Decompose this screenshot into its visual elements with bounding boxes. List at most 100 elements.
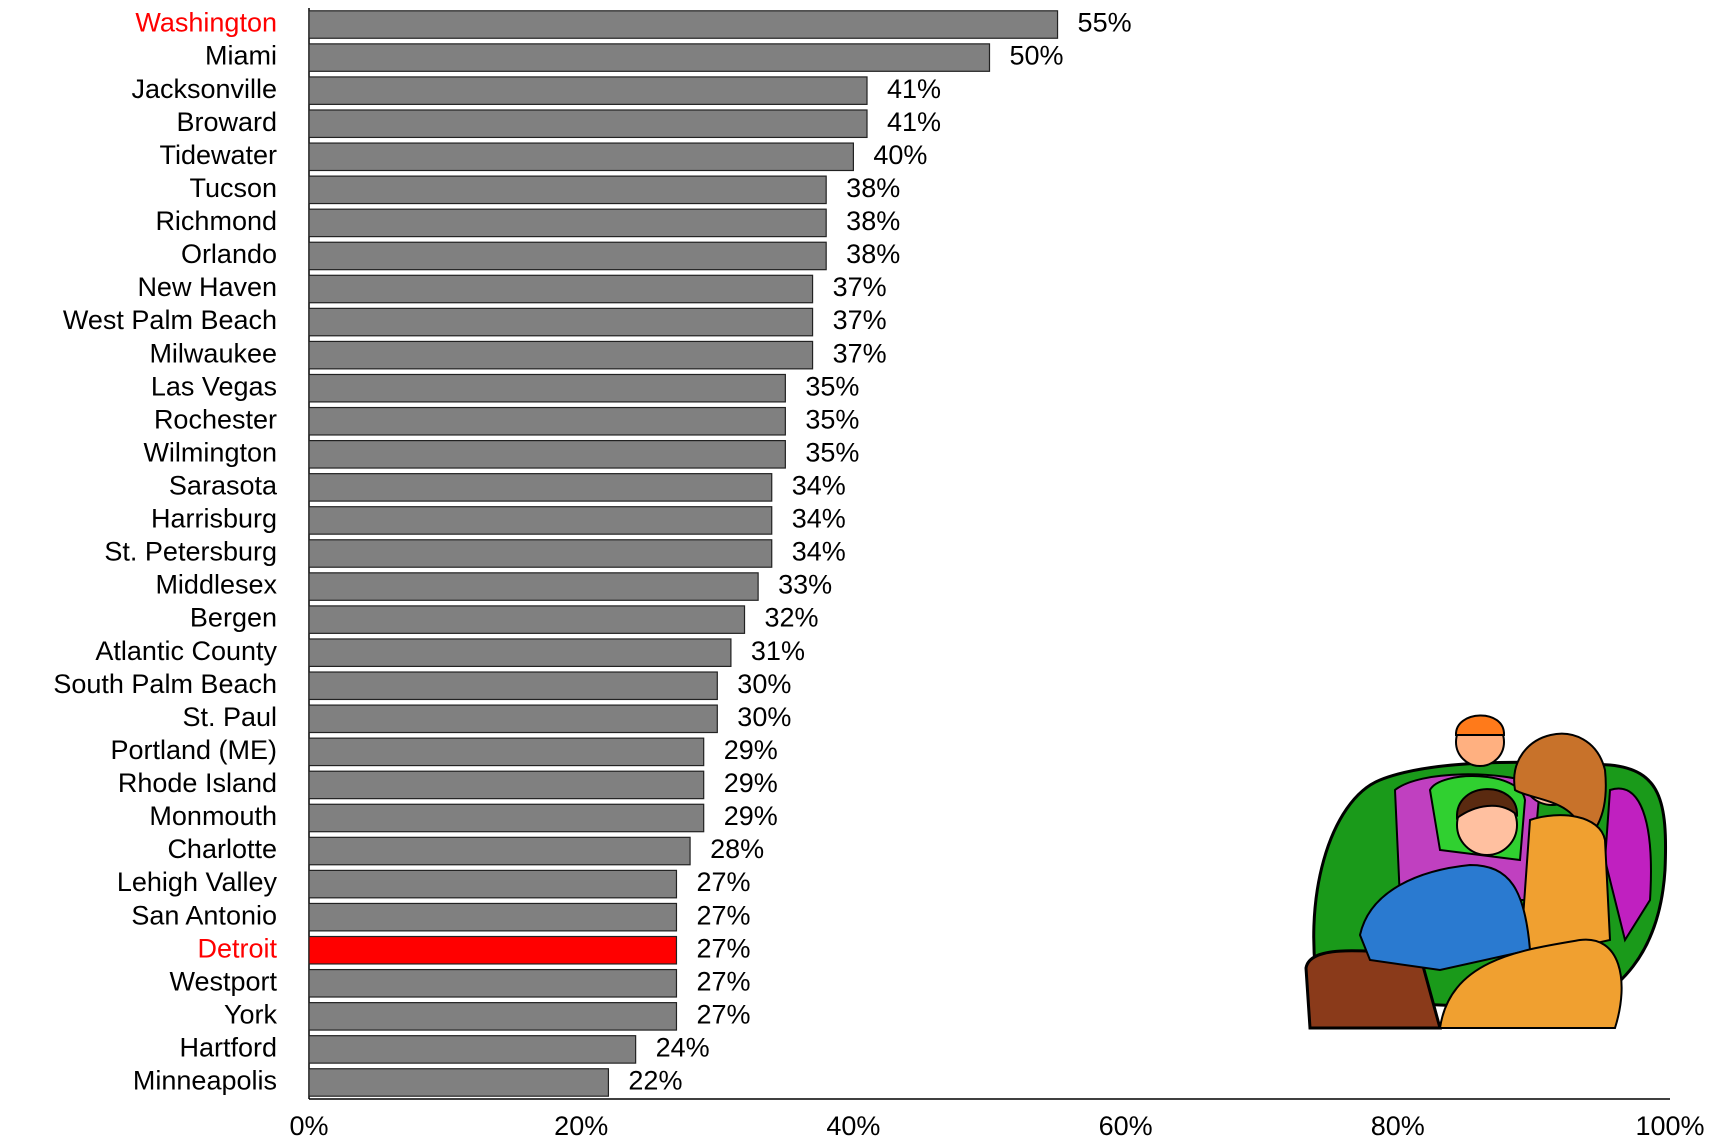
value-label: 38% <box>846 239 900 269</box>
value-label: 28% <box>710 834 764 864</box>
x-tick-label: 0% <box>289 1111 328 1141</box>
bar <box>308 1035 637 1064</box>
category-label: Hartford <box>179 1033 277 1063</box>
bar <box>308 109 868 139</box>
value-label: 41% <box>887 107 941 137</box>
category-label: Portland (ME) <box>110 735 277 765</box>
value-label: 27% <box>696 966 750 996</box>
value-label: 40% <box>873 140 927 170</box>
bar <box>308 737 705 767</box>
value-label: 29% <box>724 801 778 831</box>
category-label: York <box>224 999 278 1029</box>
category-label: San Antonio <box>131 900 277 930</box>
category-label: Bergen <box>190 603 277 633</box>
bar <box>308 175 827 205</box>
value-label: 35% <box>805 437 859 467</box>
category-label: Sarasota <box>169 471 278 501</box>
bar <box>308 572 759 601</box>
x-tick-label: 80% <box>1371 1111 1425 1141</box>
bar <box>308 241 827 271</box>
bar <box>308 869 678 899</box>
value-label: 27% <box>696 933 750 963</box>
value-label: 34% <box>792 504 846 534</box>
bar <box>308 142 855 172</box>
bar <box>308 473 773 502</box>
bar <box>308 638 732 668</box>
category-label: Tucson <box>189 173 277 203</box>
category-label: Detroit <box>197 933 277 963</box>
category-label: Minneapolis <box>133 1066 277 1096</box>
category-label: West Palm Beach <box>63 305 277 335</box>
value-label: 30% <box>737 702 791 732</box>
category-label: Richmond <box>155 206 277 236</box>
category-label: Rhode Island <box>118 768 277 798</box>
bar <box>308 1002 678 1031</box>
bar <box>308 10 1059 39</box>
value-label: 27% <box>696 900 750 930</box>
value-label: 27% <box>696 867 750 897</box>
bar <box>308 770 705 800</box>
bar <box>308 208 827 238</box>
value-label: 32% <box>765 603 819 633</box>
bar <box>308 836 691 866</box>
category-label: Atlantic County <box>95 636 277 666</box>
category-label: Middlesex <box>155 570 277 600</box>
value-label: 35% <box>805 404 859 434</box>
category-label: Westport <box>169 966 277 996</box>
value-label: 37% <box>833 338 887 368</box>
category-label: Tidewater <box>159 140 277 170</box>
value-label: 31% <box>751 636 805 666</box>
category-label: Jacksonville <box>131 74 277 104</box>
category-label: Charlotte <box>167 834 277 864</box>
value-label: 29% <box>724 768 778 798</box>
value-label: 33% <box>778 570 832 600</box>
bar <box>308 373 786 403</box>
x-tick-label: 100% <box>1635 1111 1704 1141</box>
category-label: South Palm Beach <box>53 669 277 699</box>
category-label: St. Petersburg <box>104 537 277 567</box>
category-label: Rochester <box>154 404 277 434</box>
bar <box>308 76 868 105</box>
x-tick-label: 20% <box>554 1111 608 1141</box>
value-label: 37% <box>833 305 887 335</box>
value-label: 50% <box>1010 41 1064 71</box>
category-label: Harrisburg <box>151 504 277 534</box>
bar <box>308 1068 610 1097</box>
bar <box>308 539 773 568</box>
category-label: Washington <box>135 8 277 38</box>
category-label: Orlando <box>181 239 277 269</box>
x-tick-label: 40% <box>826 1111 880 1141</box>
bar <box>308 935 678 965</box>
value-label: 37% <box>833 272 887 302</box>
value-label: 34% <box>792 537 846 567</box>
bar <box>308 704 718 734</box>
category-label: Broward <box>176 107 277 137</box>
bar <box>308 439 786 469</box>
value-label: 41% <box>887 74 941 104</box>
category-label: Lehigh Valley <box>117 867 278 897</box>
bar <box>308 968 678 998</box>
value-label: 35% <box>805 371 859 401</box>
bar <box>308 506 773 535</box>
value-label: 38% <box>846 173 900 203</box>
bar <box>308 406 786 436</box>
bar <box>308 605 746 634</box>
bar <box>308 307 814 337</box>
value-label: 55% <box>1078 8 1132 38</box>
x-tick-label: 60% <box>1099 1111 1153 1141</box>
value-label: 38% <box>846 206 900 236</box>
category-label: Miami <box>205 41 277 71</box>
bar <box>308 274 814 304</box>
clipart <box>1304 714 1667 1030</box>
bar <box>308 902 678 932</box>
bar <box>308 671 718 701</box>
bar <box>308 340 814 370</box>
value-label: 34% <box>792 471 846 501</box>
category-label: Las Vegas <box>151 371 277 401</box>
value-label: 27% <box>696 999 750 1029</box>
category-label: Wilmington <box>143 437 277 467</box>
value-label: 30% <box>737 669 791 699</box>
category-label: New Haven <box>137 272 277 302</box>
